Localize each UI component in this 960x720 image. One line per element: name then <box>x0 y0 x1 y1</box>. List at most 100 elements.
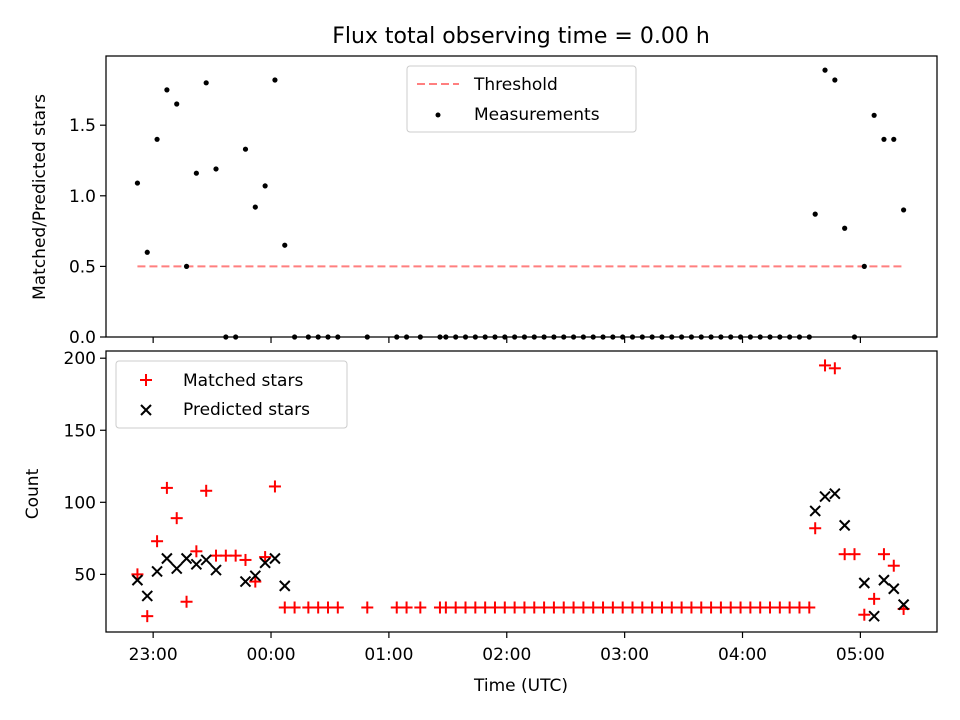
measurement-point <box>134 180 141 186</box>
matched-star-point <box>160 481 173 494</box>
count-y-axis-label: Count <box>23 468 43 519</box>
predicted-star-point <box>868 610 880 622</box>
predicted-star-point <box>809 505 821 517</box>
y-tick-label: 150 <box>64 421 96 441</box>
measurement-point <box>861 263 867 269</box>
measurement-point <box>252 204 258 210</box>
measurement-point <box>203 80 209 86</box>
ratio-y-ticks: 0.0 0.5 1.0 1.5 <box>69 116 106 348</box>
y-tick-label: 200 <box>64 349 96 369</box>
matched-star-point <box>239 553 252 566</box>
predicted-star-point <box>249 570 262 582</box>
count-series <box>131 359 910 623</box>
measurement-point <box>164 87 170 93</box>
matched-star-point <box>288 601 301 614</box>
measurement-point <box>144 249 150 255</box>
matched-star-point <box>259 551 272 564</box>
matched-star-point <box>170 512 183 525</box>
measurement-point <box>832 77 838 83</box>
y-tick-label: 1.0 <box>69 187 96 207</box>
predicted-star-point <box>269 552 281 565</box>
legend-matched-swatch <box>140 374 152 386</box>
legend-matched-label: Matched stars <box>183 371 303 391</box>
matched-star-point <box>400 601 413 614</box>
x-tick-label: 03:00 <box>600 645 649 665</box>
predicted-star-point <box>171 562 183 575</box>
predicted-star-point <box>897 598 910 611</box>
y-tick-label: 100 <box>64 493 96 513</box>
measurement-point <box>183 263 190 269</box>
predicted-star-point <box>819 490 831 503</box>
ratio-x-ticks <box>152 337 861 343</box>
matched-star-point <box>877 548 890 561</box>
predicted-star-point <box>239 575 252 588</box>
ratio-axes-frame <box>105 55 938 338</box>
ratio-legend: Threshold Measurements <box>406 65 637 133</box>
measurement-point <box>193 170 199 176</box>
matched-star-point <box>151 535 164 548</box>
ratio-y-axis-label: Matched/Predicted stars <box>30 94 50 300</box>
x-tick-label: 01:00 <box>364 645 413 665</box>
count-legend: Matched stars Predicted stars <box>115 360 348 429</box>
matched-star-point <box>887 559 900 572</box>
predicted-star-point <box>279 580 291 592</box>
matched-star-point <box>803 601 816 614</box>
y-tick-label: 0.5 <box>69 257 96 277</box>
x-tick-label: 02:00 <box>482 645 531 665</box>
legend-threshold-label: Threshold <box>473 75 558 95</box>
chart-title: Flux total observing time = 0.00 h <box>332 24 710 49</box>
measurement-point <box>901 207 907 213</box>
matched-star-point <box>190 545 203 558</box>
legend-measurements-label: Measurements <box>474 105 600 125</box>
x-tick-label: 23:00 <box>129 645 178 665</box>
matched-star-point <box>361 601 374 614</box>
matched-star-point <box>141 610 154 623</box>
measurement-point <box>272 77 278 83</box>
measurement-point <box>282 242 288 248</box>
matched-star-point <box>828 362 841 375</box>
ratio-legend-box <box>406 65 637 133</box>
predicted-star-point <box>151 565 163 578</box>
count-x-ticks: 23:00 00:00 01:00 02:00 03:00 04:00 05:00 <box>129 632 885 665</box>
predicted-star-point <box>210 564 222 576</box>
count-x-axis-label: Time (UTC) <box>473 676 568 696</box>
matched-star-point <box>131 568 144 581</box>
matched-star-point <box>249 575 262 588</box>
measurement-point <box>881 136 887 142</box>
legend-measurements-swatch <box>435 112 441 118</box>
measurement-point <box>154 136 160 142</box>
measurement-point <box>891 136 897 142</box>
predicted-star-point <box>180 552 193 565</box>
measurement-point <box>812 211 818 217</box>
predicted-star-point <box>878 574 890 586</box>
matched-star-point <box>858 608 871 621</box>
x-tick-label: 04:00 <box>718 645 767 665</box>
matched-star-point <box>331 601 344 614</box>
matched-star-point <box>180 595 193 608</box>
matched-star-point <box>819 359 832 372</box>
count-y-ticks: 50 100 150 200 <box>64 349 106 585</box>
legend-predicted-label: Predicted stars <box>183 400 310 420</box>
measurement-point <box>871 112 877 118</box>
predicted-star-point <box>259 557 271 569</box>
measurement-point <box>842 225 848 231</box>
matched-star-point <box>848 548 861 561</box>
matched-star-point <box>414 601 427 614</box>
ratio-panel: 0.0 0.5 1.0 1.5 Matched/Predicted stars Thr… <box>30 55 938 348</box>
predicted-star-point <box>858 577 871 589</box>
x-tick-label: 05:00 <box>836 645 885 665</box>
matched-star-point <box>809 522 822 535</box>
predicted-star-point <box>829 487 841 500</box>
measurement-point <box>262 183 268 189</box>
matched-star-point <box>868 592 881 605</box>
y-tick-label: 1.5 <box>69 116 96 136</box>
y-tick-label: 0.0 <box>69 328 96 348</box>
ratio-series <box>134 67 907 340</box>
measurement-point <box>822 67 828 73</box>
count-legend-box <box>115 360 348 429</box>
legend-predicted-swatch <box>140 404 152 416</box>
measurement-point <box>174 101 180 107</box>
predicted-star-point <box>200 554 212 566</box>
y-tick-label: 50 <box>74 565 96 585</box>
